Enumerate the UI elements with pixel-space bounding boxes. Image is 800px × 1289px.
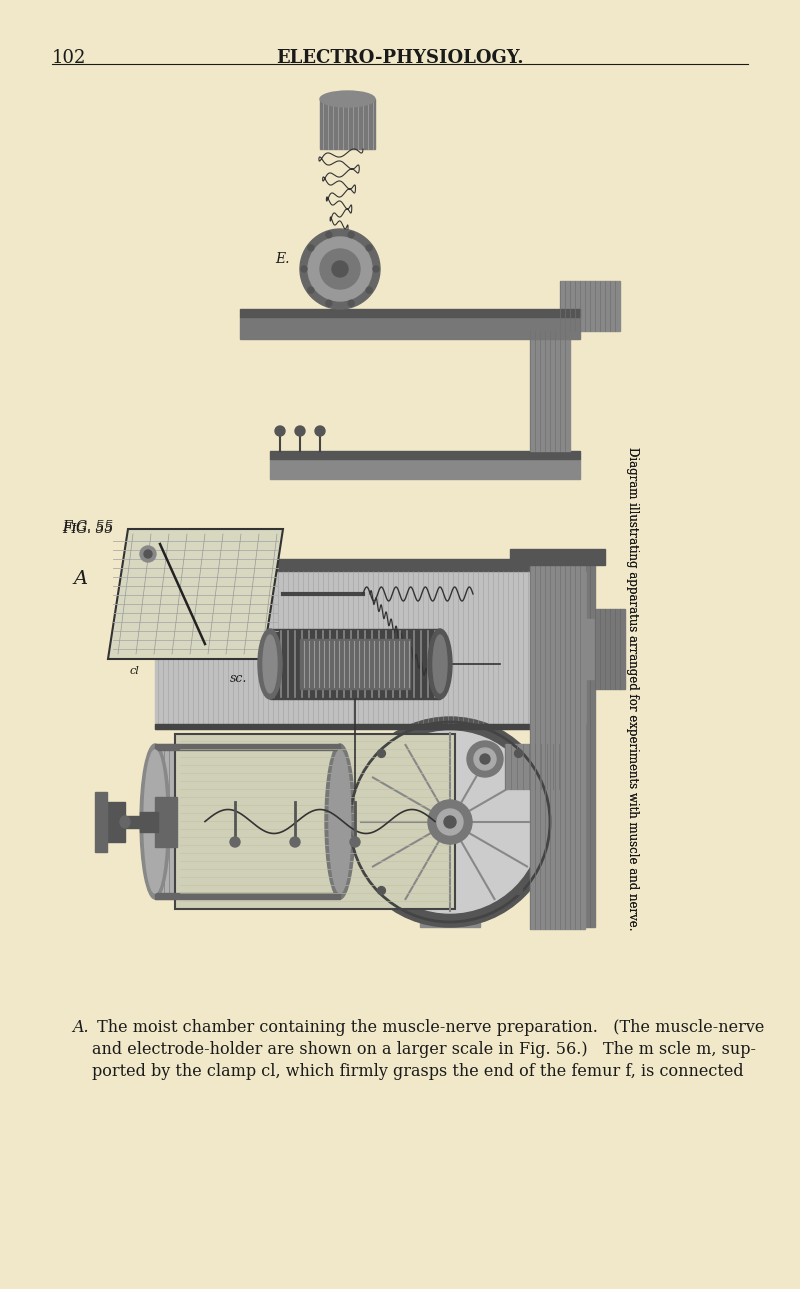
Bar — [105, 802, 125, 842]
Bar — [335, 807, 355, 837]
Text: Diagram illustrating apparatus arranged for experiments with muscle and nerve.: Diagram illustrating apparatus arranged … — [626, 447, 638, 931]
Bar — [530, 559, 585, 929]
Circle shape — [332, 260, 348, 277]
Text: FɪG. 55: FɪG. 55 — [62, 522, 114, 536]
Bar — [155, 893, 340, 898]
Circle shape — [366, 245, 372, 251]
Circle shape — [275, 425, 285, 436]
Ellipse shape — [325, 744, 355, 898]
Bar — [155, 744, 340, 898]
Text: E.: E. — [275, 253, 290, 266]
Circle shape — [301, 266, 307, 272]
Circle shape — [474, 748, 496, 770]
Bar — [155, 744, 340, 750]
Bar — [155, 797, 177, 847]
Text: e: e — [525, 812, 532, 825]
Circle shape — [348, 232, 354, 237]
Circle shape — [480, 754, 490, 764]
Ellipse shape — [140, 744, 170, 898]
Bar — [320, 99, 375, 150]
Text: 102: 102 — [52, 49, 86, 67]
Circle shape — [144, 550, 152, 558]
Bar — [155, 571, 585, 730]
Ellipse shape — [258, 629, 282, 699]
Bar — [125, 816, 155, 828]
Text: FɪG. 55: FɪG. 55 — [62, 519, 114, 534]
Bar — [530, 331, 570, 451]
Circle shape — [140, 547, 156, 562]
Bar — [505, 744, 565, 789]
Circle shape — [378, 887, 386, 895]
Circle shape — [320, 249, 360, 289]
Bar — [585, 619, 615, 679]
Circle shape — [350, 837, 360, 847]
Circle shape — [359, 731, 541, 913]
Circle shape — [514, 749, 522, 758]
Circle shape — [378, 749, 386, 758]
Bar — [560, 281, 620, 331]
Ellipse shape — [428, 629, 452, 699]
Bar — [240, 309, 580, 317]
Circle shape — [290, 837, 300, 847]
Ellipse shape — [320, 92, 375, 107]
Bar — [270, 629, 440, 699]
Circle shape — [295, 425, 305, 436]
Text: F: F — [603, 642, 612, 656]
Ellipse shape — [144, 750, 166, 893]
Text: and electrode-holder are shown on a larger scale in Fig. 56.)   The m scle m, su: and electrode-holder are shown on a larg… — [92, 1042, 756, 1058]
Circle shape — [345, 717, 555, 927]
Circle shape — [326, 300, 332, 307]
Circle shape — [326, 232, 332, 237]
Ellipse shape — [120, 816, 130, 828]
Text: A: A — [74, 570, 88, 588]
Circle shape — [514, 887, 522, 895]
Bar — [510, 549, 605, 565]
Bar — [155, 559, 585, 571]
Ellipse shape — [329, 750, 351, 893]
Circle shape — [308, 245, 314, 251]
Text: ELECTRO-PHYSIOLOGY.: ELECTRO-PHYSIOLOGY. — [276, 49, 524, 67]
Text: y/: y/ — [475, 733, 485, 744]
Circle shape — [437, 809, 463, 835]
Text: Diagram illustrating apparatus arranged for experiments with muscle and nerve.: Diagram illustrating apparatus arranged … — [626, 447, 638, 931]
Bar — [95, 791, 107, 852]
Bar — [595, 608, 625, 690]
Circle shape — [308, 287, 314, 293]
Circle shape — [428, 800, 472, 844]
Text: ported by the clamp cl, which firmly grasps the end of the femur f, is connected: ported by the clamp cl, which firmly gra… — [92, 1063, 744, 1080]
Circle shape — [348, 300, 354, 307]
Bar — [545, 562, 595, 927]
Text: cl: cl — [130, 666, 140, 675]
Circle shape — [315, 425, 325, 436]
Polygon shape — [108, 528, 283, 659]
Bar — [155, 724, 585, 730]
Bar — [270, 451, 580, 459]
Text: The moist chamber containing the muscle-nerve preparation.   (The muscle-nerve: The moist chamber containing the muscle-… — [92, 1020, 764, 1036]
Circle shape — [467, 741, 503, 777]
Circle shape — [230, 837, 240, 847]
Text: sc.: sc. — [230, 673, 247, 686]
Bar — [270, 459, 580, 480]
Ellipse shape — [263, 635, 277, 693]
Circle shape — [300, 229, 380, 309]
Circle shape — [366, 287, 372, 293]
Bar — [175, 733, 455, 909]
Text: D.: D. — [233, 639, 248, 654]
Circle shape — [444, 816, 456, 828]
Circle shape — [308, 237, 372, 302]
Circle shape — [373, 266, 379, 272]
Text: A.: A. — [72, 1020, 89, 1036]
Bar — [420, 565, 480, 927]
Text: B.: B. — [188, 837, 204, 851]
Bar — [140, 812, 158, 831]
Bar — [240, 317, 580, 339]
Bar — [300, 639, 410, 690]
Ellipse shape — [433, 635, 447, 693]
